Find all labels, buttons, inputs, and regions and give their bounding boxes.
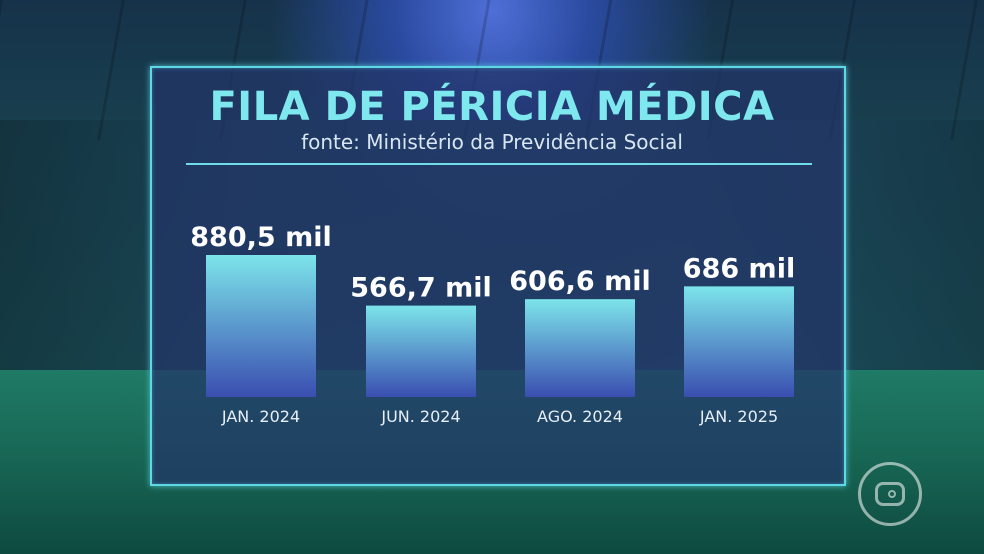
chart-title: FILA DE PÉRICIA MÉDICA — [209, 84, 775, 130]
bar-value-label-1: 880,5 mil — [190, 222, 331, 253]
bar-2 — [366, 305, 476, 397]
bar-value-label-4: 686 mil — [683, 253, 795, 284]
x-tick-label-3: AGO. 2024 — [537, 407, 623, 426]
globo-logo-screen — [875, 482, 905, 506]
x-tick-label-2: JUN. 2024 — [380, 407, 460, 426]
bar-value-label-2: 566,7 mil — [350, 273, 491, 304]
chart-source: fonte: Ministério da Previdência Social — [301, 130, 683, 154]
bar-1 — [206, 255, 316, 397]
bar-3 — [525, 299, 635, 397]
bar-4 — [684, 286, 794, 397]
globo-logo-dot — [888, 490, 896, 498]
title-divider — [186, 163, 812, 165]
bar-value-label-3: 606,6 mil — [509, 266, 650, 297]
x-tick-label-4: JAN. 2025 — [699, 407, 778, 426]
x-tick-label-1: JAN. 2024 — [221, 407, 300, 426]
globo-logo-icon — [858, 462, 922, 526]
